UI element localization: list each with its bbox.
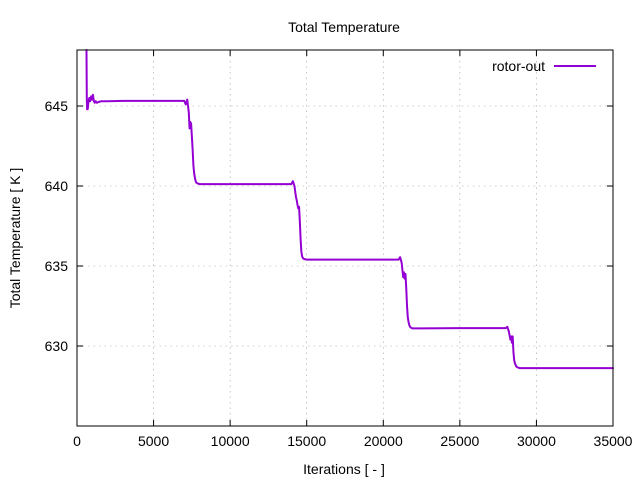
series-line-rotor-out	[85, 49, 614, 370]
y-axis-title: Total Temperature [ K ]	[7, 168, 23, 309]
chart-title: Total Temperature	[288, 19, 400, 35]
x-axis-title: Iterations [ - ]	[303, 461, 385, 477]
grid-lines	[77, 50, 613, 426]
x-tick-label: 35000	[594, 433, 633, 449]
legend: rotor-out	[492, 58, 596, 74]
y-tick-label: 635	[45, 258, 69, 274]
legend-label: rotor-out	[492, 58, 545, 74]
x-tick-label: 0	[73, 433, 81, 449]
y-tick-label: 640	[45, 178, 69, 194]
series-layer	[85, 49, 614, 370]
y-tick-label: 645	[45, 98, 69, 114]
y-tick-label: 630	[45, 338, 69, 354]
x-tick-label: 15000	[287, 433, 326, 449]
axis-ticks	[76, 50, 614, 426]
x-tick-label: 10000	[211, 433, 250, 449]
plot-frame	[76, 49, 614, 427]
x-tick-label: 20000	[364, 433, 403, 449]
x-tick-label: 5000	[138, 433, 169, 449]
x-tick-label: 25000	[440, 433, 479, 449]
tick-labels: 0 5000 10000 15000 20000 25000 30000 35000 630 63…	[45, 98, 633, 449]
x-tick-label: 30000	[517, 433, 556, 449]
